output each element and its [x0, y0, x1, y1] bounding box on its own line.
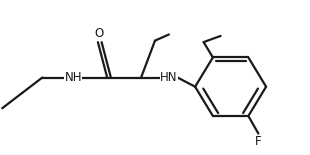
Text: F: F	[255, 135, 262, 148]
Text: NH: NH	[64, 71, 82, 84]
Text: O: O	[95, 27, 104, 40]
Text: HN: HN	[160, 71, 178, 84]
